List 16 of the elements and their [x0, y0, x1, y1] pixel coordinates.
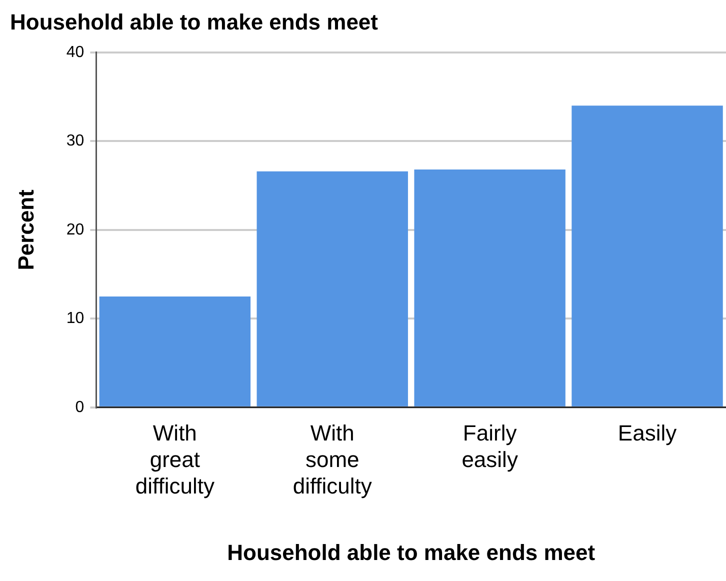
chart-title: Household able to make ends meet [10, 9, 379, 34]
y-tick-label: 0 [75, 398, 84, 416]
y-tick-label: 10 [66, 310, 84, 328]
bar [414, 170, 566, 406]
x-tick-label: Easily [618, 420, 677, 446]
bar [99, 296, 251, 406]
y-tick-label: 40 [66, 44, 84, 61]
x-tick-label: Fairly easily [462, 420, 518, 472]
y-tick-label: 20 [66, 221, 84, 238]
bar [572, 106, 723, 406]
x-tick-label: With some difficulty [292, 420, 372, 498]
x-axis-title: Household able to make ends meet [227, 540, 596, 565]
bar [256, 171, 408, 406]
x-tick-label: With great difficulty [135, 420, 214, 498]
y-tick-label: 30 [66, 132, 84, 150]
y-axis-title: Percent [13, 188, 38, 270]
